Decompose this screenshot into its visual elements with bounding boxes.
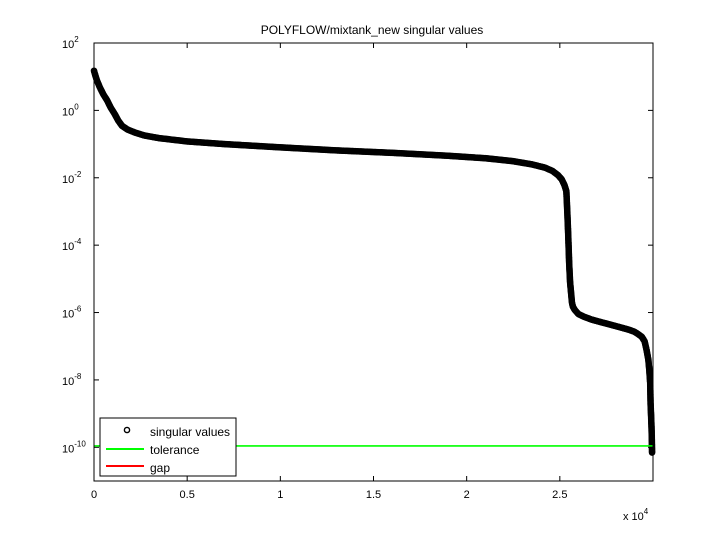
y-tick-label-base: 10 bbox=[62, 39, 74, 51]
y-tick-label-base: 10 bbox=[62, 376, 74, 388]
x-tick-label: 1 bbox=[277, 489, 283, 501]
x-tick-label: 2.5 bbox=[552, 489, 567, 501]
x-axis: 0 0.5 1 1.5 2 2.5 bbox=[91, 43, 567, 501]
y-tick-label-base: 10 bbox=[62, 174, 74, 186]
y-tick-label-exponent: -2 bbox=[74, 170, 82, 179]
y-tick-label: 10-2 bbox=[62, 170, 82, 186]
legend-label-gap: gap bbox=[150, 461, 170, 475]
x-tick-label: 0.5 bbox=[180, 489, 195, 501]
y-tick-label: 102 bbox=[62, 35, 79, 51]
y-tick-label-base: 10 bbox=[62, 106, 74, 118]
y-tick-label-exponent: -4 bbox=[74, 237, 82, 246]
y-tick-label-exponent: 2 bbox=[74, 35, 79, 44]
y-tick-label: 100 bbox=[62, 102, 79, 118]
y-tick-label-exponent: -6 bbox=[74, 305, 82, 314]
legend-marker-singular-values bbox=[123, 426, 131, 434]
y-tick-label-exponent: 0 bbox=[74, 102, 79, 111]
y-tick-label: 10-6 bbox=[62, 305, 82, 321]
x-tick-label: 0 bbox=[91, 489, 97, 501]
data-point bbox=[648, 449, 656, 456]
y-tick-label-exponent: -8 bbox=[74, 372, 82, 381]
x-axis-multiplier-base: x 10 bbox=[623, 511, 644, 523]
y-tick-label: 10-8 bbox=[62, 372, 82, 388]
chart-title: POLYFLOW/mixtank_new singular values bbox=[261, 23, 484, 37]
plot-layer bbox=[90, 67, 656, 456]
legend-label-tolerance: tolerance bbox=[150, 443, 200, 457]
y-tick-label-base: 10 bbox=[62, 241, 74, 253]
x-axis-multiplier: x 104 bbox=[623, 507, 649, 523]
x-tick-label: 2 bbox=[464, 489, 470, 501]
x-axis-multiplier-exponent: 4 bbox=[644, 507, 649, 516]
x-tick-label: 1.5 bbox=[366, 489, 381, 501]
y-tick-label-base: 10 bbox=[62, 309, 74, 321]
legend: singular values tolerance gap bbox=[99, 417, 237, 477]
y-tick-label: 10-4 bbox=[62, 237, 82, 253]
y-tick-label-exponent: -10 bbox=[74, 439, 86, 448]
legend-label-singular-values: singular values bbox=[150, 425, 230, 439]
y-tick-label: 10-10 bbox=[62, 439, 86, 455]
y-tick-label-base: 10 bbox=[62, 443, 74, 455]
series-markers-singular-values bbox=[90, 67, 656, 456]
